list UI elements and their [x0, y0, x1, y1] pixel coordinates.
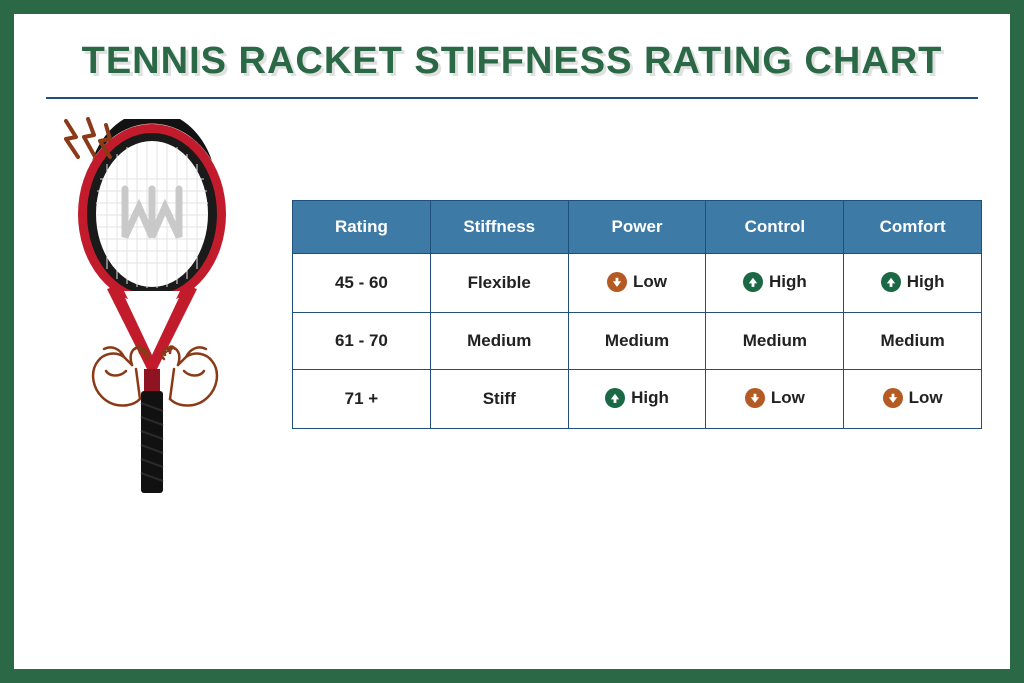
cell-comfort: Medium	[844, 312, 982, 369]
cell-control-label: Medium	[743, 331, 807, 351]
col-power: Power	[568, 200, 706, 253]
cell-comfort-label: Low	[909, 388, 943, 408]
cell-control-label: High	[769, 272, 807, 292]
lightning-icon	[54, 115, 124, 185]
cell-rating: 45 - 60	[293, 253, 431, 312]
cell-stiffness: Stiff	[430, 369, 568, 428]
cell-rating: 61 - 70	[293, 312, 431, 369]
arrow-down-icon	[607, 272, 627, 292]
cell-power-label: Low	[633, 272, 667, 292]
col-stiffness: Stiffness	[430, 200, 568, 253]
cell-power-label: Medium	[605, 331, 669, 351]
cell-comfort-label: Medium	[881, 331, 945, 351]
table-header-row: Rating Stiffness Power Control Comfort	[293, 200, 982, 253]
arrow-up-icon	[881, 272, 901, 292]
cell-comfort-label: High	[907, 272, 945, 292]
infographic-frame: TENNIS RACKET STIFFNESS RATING CHART	[0, 0, 1024, 683]
title-wrap: TENNIS RACKET STIFFNESS RATING CHART	[42, 26, 982, 83]
cell-stiffness: Flexible	[430, 253, 568, 312]
cell-power: Low	[568, 253, 706, 312]
col-rating: Rating	[293, 200, 431, 253]
cell-comfort: High	[844, 253, 982, 312]
page-title: TENNIS RACKET STIFFNESS RATING CHART	[82, 40, 943, 83]
cell-control: Low	[706, 369, 844, 428]
arrow-down-icon	[883, 388, 903, 408]
cell-control: Medium	[706, 312, 844, 369]
muscle-flex-icon	[80, 335, 230, 415]
arrow-up-icon	[743, 272, 763, 292]
content-row: Rating Stiffness Power Control Comfort 4…	[42, 129, 982, 499]
cell-rating: 71 +	[293, 369, 431, 428]
arrow-up-icon	[605, 388, 625, 408]
stiffness-table-wrap: Rating Stiffness Power Control Comfort 4…	[292, 200, 982, 429]
stiffness-table: Rating Stiffness Power Control Comfort 4…	[292, 200, 982, 429]
cell-power-label: High	[631, 388, 669, 408]
col-control: Control	[706, 200, 844, 253]
cell-power: Medium	[568, 312, 706, 369]
table-row: 61 - 70 Medium Medium Medium Medium	[293, 312, 982, 369]
title-underline	[46, 97, 978, 99]
cell-power: High	[568, 369, 706, 428]
cell-control-label: Low	[771, 388, 805, 408]
col-comfort: Comfort	[844, 200, 982, 253]
table-row: 71 + Stiff High Low Low	[293, 369, 982, 428]
cell-control: High	[706, 253, 844, 312]
racket-illustration	[42, 119, 262, 499]
arrow-down-icon	[745, 388, 765, 408]
cell-comfort: Low	[844, 369, 982, 428]
cell-stiffness: Medium	[430, 312, 568, 369]
table-row: 45 - 60 Flexible Low High High	[293, 253, 982, 312]
